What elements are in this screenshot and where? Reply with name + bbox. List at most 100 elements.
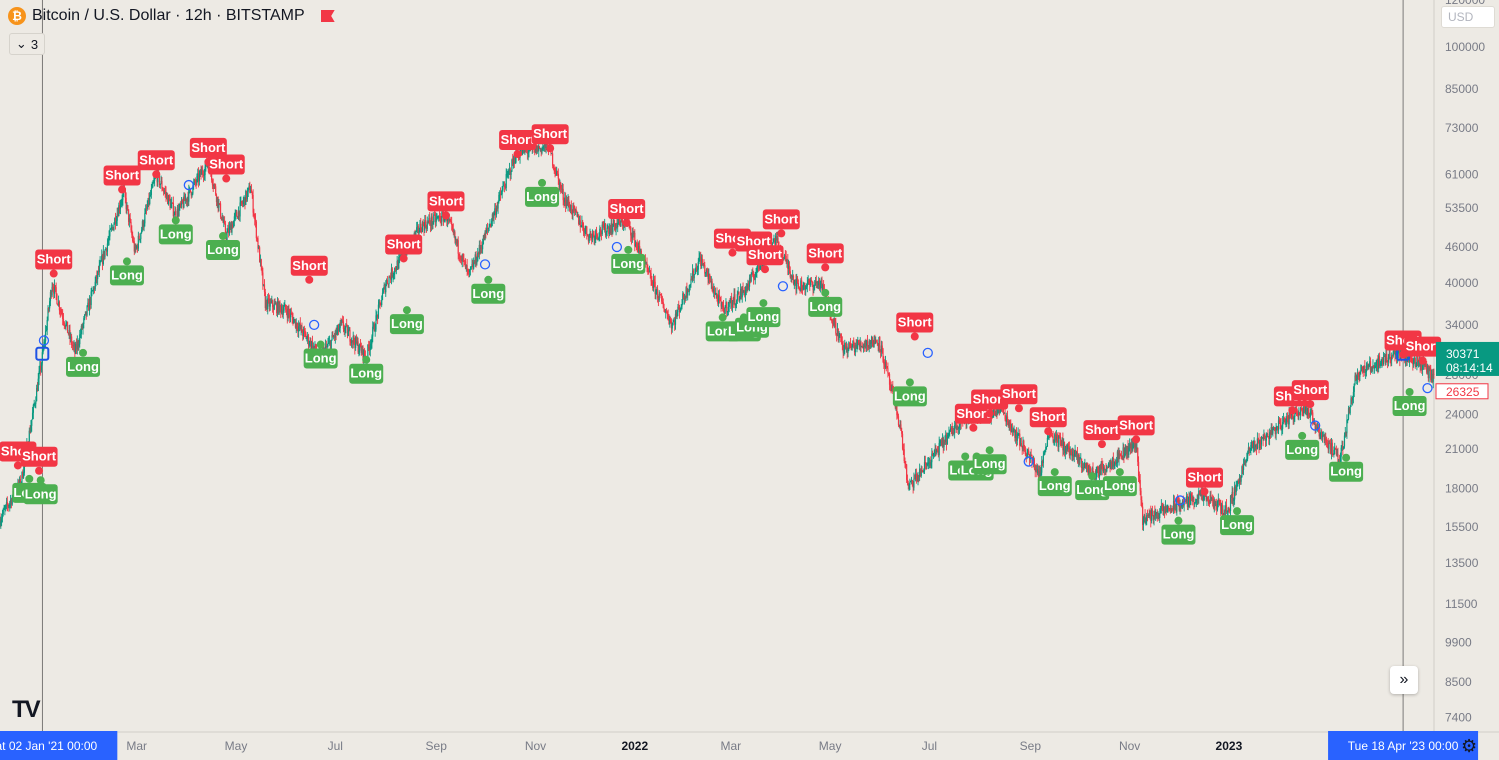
candle-body	[128, 218, 131, 222]
candle-body	[1006, 416, 1008, 422]
candle-body	[1393, 350, 1395, 352]
candle-body	[1019, 443, 1022, 446]
long-label-box	[525, 186, 560, 207]
candle-body	[1172, 500, 1175, 510]
candle-body	[1146, 515, 1148, 522]
candle-body	[1205, 493, 1207, 500]
signal-circle	[1422, 382, 1433, 394]
tradingview-logo-icon[interactable]: TV	[12, 696, 41, 723]
candle-body	[1430, 368, 1432, 381]
currency-select[interactable]: USD	[1441, 6, 1495, 28]
candle-body	[489, 223, 491, 227]
candle-body	[326, 346, 328, 348]
candle-body	[1406, 360, 1408, 362]
candle-body	[47, 308, 49, 321]
candle-body	[910, 479, 913, 481]
candle-body	[901, 430, 903, 434]
candle-body	[202, 170, 204, 174]
candle-body	[955, 422, 957, 430]
candle-body	[1214, 499, 1216, 506]
long-signal-dot	[36, 476, 45, 485]
candle-body	[925, 463, 927, 465]
candle-body	[618, 218, 620, 222]
candle-body	[511, 159, 513, 172]
candle-body	[492, 214, 494, 219]
candle-body	[949, 427, 952, 431]
candle-body	[289, 313, 291, 317]
candle-body	[1321, 435, 1324, 438]
candle-body	[173, 214, 175, 217]
candle-body	[136, 245, 138, 249]
candle-body	[437, 216, 439, 218]
symbol-title[interactable]: Bitcoin / U.S. Dollar · 12h · BITSTAMP	[32, 7, 305, 24]
candle-body	[886, 366, 888, 369]
candle-body	[796, 278, 798, 290]
candle-body	[601, 224, 603, 235]
candle-body	[794, 279, 796, 282]
candle-body	[1169, 508, 1171, 510]
candle-body	[217, 196, 219, 208]
candle-body	[1165, 506, 1167, 512]
candle-body	[810, 280, 813, 282]
candle-body	[175, 211, 177, 221]
candle-body	[275, 303, 277, 305]
candle-body	[308, 344, 310, 346]
candle-body	[802, 286, 804, 290]
indicators-toggle[interactable]: ⌄ 3	[9, 33, 45, 55]
candle-body	[1213, 499, 1215, 508]
candle-body	[1321, 431, 1323, 438]
candle-body	[231, 224, 233, 233]
candle-body	[1192, 498, 1194, 501]
candle-body	[137, 235, 139, 249]
candle-body	[455, 239, 457, 240]
candle-body	[723, 310, 725, 314]
candle-body	[160, 180, 162, 184]
candle-body	[1379, 363, 1381, 367]
candle-body	[429, 218, 431, 224]
candle-body	[1239, 477, 1241, 482]
candle-body	[52, 286, 54, 289]
time-tick-label: Nov	[1119, 739, 1140, 753]
candle-body	[575, 209, 577, 213]
candle-body	[1160, 505, 1162, 510]
long-label: Long	[305, 351, 337, 366]
candle-body	[1365, 372, 1367, 373]
price-tick-label: 53500	[1445, 201, 1479, 215]
candle-body	[451, 224, 454, 229]
candle-body	[891, 386, 893, 392]
candle-body	[1356, 379, 1358, 381]
candle-body	[314, 344, 316, 348]
scroll-to-realtime-button[interactable]: »	[1390, 666, 1418, 694]
signal-circle	[1023, 456, 1034, 467]
candle-body	[567, 199, 569, 206]
candle-body	[947, 434, 949, 437]
candle-body	[584, 229, 586, 234]
candle-body	[1102, 466, 1104, 472]
candle-body	[678, 306, 680, 308]
short-label-box	[896, 312, 934, 333]
short-label: Short	[105, 168, 140, 183]
candle-body	[83, 318, 85, 324]
candle-body	[195, 182, 197, 184]
candle-body	[521, 149, 524, 155]
short-signal-dot	[1132, 435, 1141, 444]
candle-body	[306, 338, 308, 339]
candle-body	[834, 318, 836, 322]
candle-body	[811, 281, 813, 286]
candle-body	[932, 453, 935, 457]
candle-body	[576, 212, 578, 217]
flag-icon[interactable]	[320, 10, 335, 22]
candle-body	[1377, 360, 1379, 370]
candle-body	[671, 325, 673, 329]
candle-body	[1347, 419, 1349, 421]
candle-body	[293, 319, 295, 324]
candle-body	[572, 205, 574, 215]
candle-body	[712, 290, 714, 292]
candle-body	[167, 195, 170, 205]
candle-body	[101, 255, 103, 262]
short-label-box	[531, 124, 569, 145]
candle-body	[162, 190, 165, 192]
candle-body	[538, 147, 540, 151]
gear-icon[interactable]: ⚙	[1461, 736, 1478, 756]
